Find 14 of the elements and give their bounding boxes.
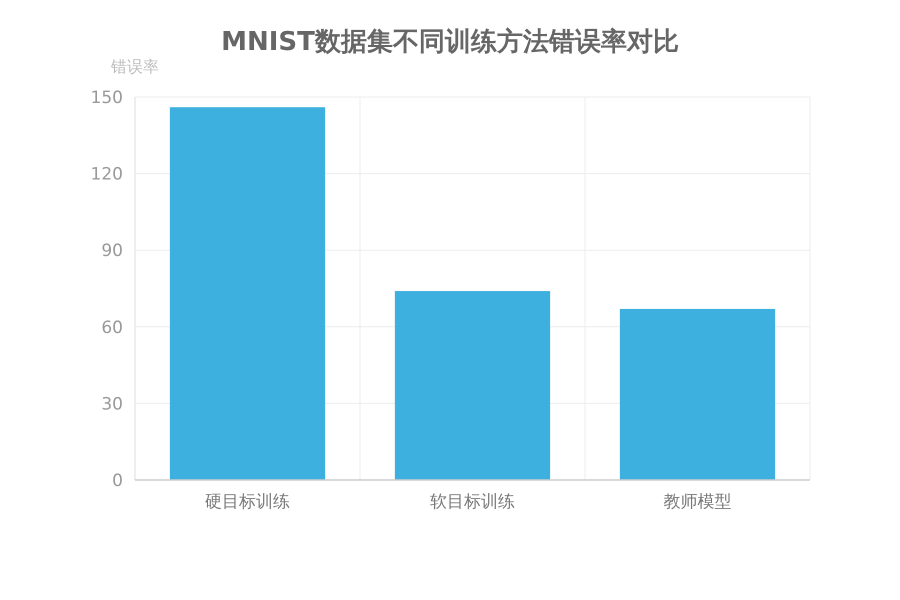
y-tick-label: 150 xyxy=(90,88,123,108)
y-tick-label: 0 xyxy=(112,471,123,491)
bar xyxy=(394,291,550,480)
chart-title: MNIST数据集不同训练方法错误率对比 xyxy=(221,27,679,57)
x-tick-label: 软目标训练 xyxy=(430,492,515,512)
bar xyxy=(620,308,776,480)
y-tick-label: 90 xyxy=(101,241,123,262)
x-tick-label: 教师模型 xyxy=(664,492,732,512)
y-axis-title: 错误率 xyxy=(110,57,159,76)
y-tick-label: 120 xyxy=(90,164,123,185)
y-tick-label: 30 xyxy=(101,394,123,414)
y-tick-label: 60 xyxy=(101,318,123,338)
bar xyxy=(170,107,326,480)
x-tick-label: 硬目标训练 xyxy=(205,492,290,512)
